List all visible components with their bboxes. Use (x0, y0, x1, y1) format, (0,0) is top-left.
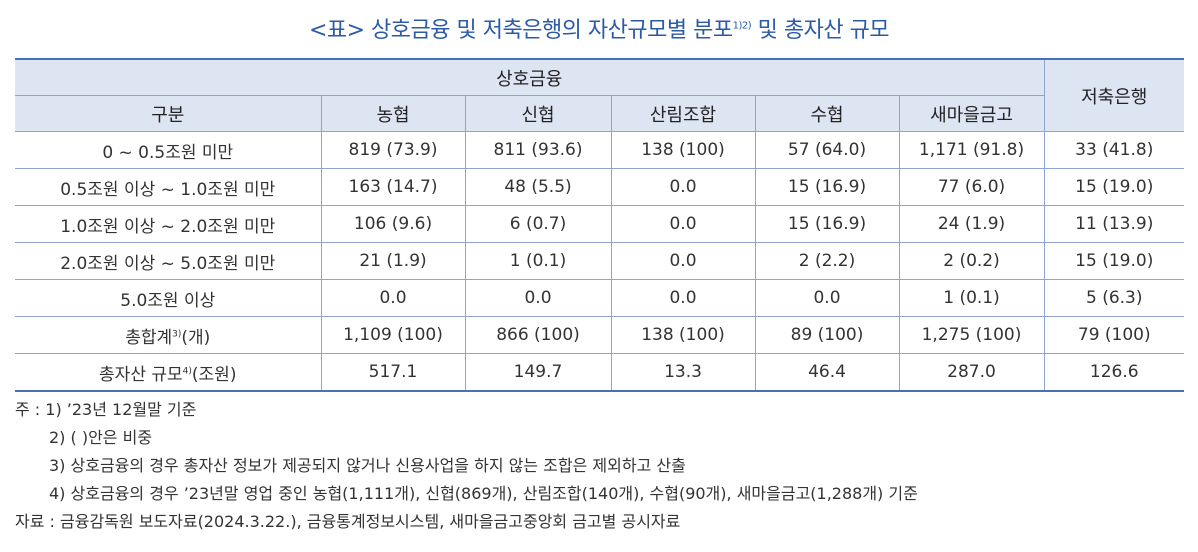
table-row: 0.5조원 이상 ~ 1.0조원 미만 163 (14.7) 48 (5.5) … (15, 168, 1184, 206)
cell: 126.6 (1043, 353, 1184, 392)
cell: 1 (0.1) (898, 279, 1045, 317)
cell: 0.0 (754, 279, 900, 317)
cell: 517.1 (320, 353, 466, 392)
cell: 138 (100) (610, 316, 756, 354)
cell: 819 (73.9) (320, 131, 466, 169)
cell: 24 (1.9) (898, 205, 1045, 243)
cell: 15 (16.9) (754, 168, 900, 206)
cell: 48 (5.5) (464, 168, 612, 206)
cell: 138 (100) (610, 131, 756, 169)
cell: 1,109 (100) (320, 316, 466, 354)
cell: 2 (2.2) (754, 242, 900, 280)
cell: 0.0 (610, 168, 756, 206)
group-header-sanghogeumyung: 상호금융 (15, 58, 1045, 96)
row-label: 0.5조원 이상 ~ 1.0조원 미만 (15, 168, 322, 206)
cell: 46.4 (754, 353, 900, 392)
note-1: 주 : 1) ’23년 12월말 기준 (15, 400, 197, 419)
col-header-category: 구분 (15, 95, 322, 132)
cell: 15 (19.0) (1043, 242, 1184, 280)
cell: 77 (6.0) (898, 168, 1045, 206)
source-note: 자료 : 금융감독원 보도자료(2024.3.22.), 금융통계정보시스템, … (15, 512, 681, 531)
cell: 1 (0.1) (464, 242, 612, 280)
col-header-suhyup: 수협 (754, 95, 900, 132)
cell: 15 (19.0) (1043, 168, 1184, 206)
row-label-total: 총합계3)(개) (15, 316, 322, 354)
note-4: 4) 상호금융의 경우 ’23년말 영업 중인 농협(1,111개), 신협(8… (49, 484, 918, 503)
table-title: <표> 상호금융 및 저축은행의 자산규모별 분포1)2) 및 총자산 규모 (308, 18, 890, 43)
col-header-shinhyup: 신협 (464, 95, 612, 132)
cell: 1,275 (100) (898, 316, 1045, 354)
cell: 1,171 (91.8) (898, 131, 1045, 169)
col-header-saemaul: 새마을금고 (898, 95, 1044, 132)
table-row: 2.0조원 이상 ~ 5.0조원 미만 21 (1.9) 1 (0.1) 0.0… (15, 242, 1184, 280)
col-header-savings-bank: 저축은행 (1043, 58, 1184, 132)
cell: 11 (13.9) (1043, 205, 1184, 243)
cell: 2 (0.2) (898, 242, 1045, 280)
cell: 15 (16.9) (754, 205, 900, 243)
table-row: 0 ~ 0.5조원 미만 819 (73.9) 811 (93.6) 138 (… (15, 131, 1184, 169)
asset-distribution-table: 상호금융 저축은행 구분 농협 신협 산림조합 수협 새마을금고 0 ~ 0.5… (15, 58, 1184, 392)
cell: 0.0 (320, 279, 466, 317)
row-label: 1.0조원 이상 ~ 2.0조원 미만 (15, 205, 322, 243)
cell: 79 (100) (1043, 316, 1184, 354)
cell: 866 (100) (464, 316, 612, 354)
cell: 21 (1.9) (320, 242, 466, 280)
cell: 89 (100) (754, 316, 900, 354)
note-2: 2) ( )안은 비중 (49, 428, 153, 447)
col-header-forestry: 산림조합 (610, 95, 756, 132)
table-row: 1.0조원 이상 ~ 2.0조원 미만 106 (9.6) 6 (0.7) 0.… (15, 205, 1184, 243)
cell: 106 (9.6) (320, 205, 466, 243)
footnotes: 주 : 1) ’23년 12월말 기준 2) ( )안은 비중 3) 상호금융의… (15, 396, 918, 536)
cell: 149.7 (464, 353, 612, 392)
cell: 6 (0.7) (464, 205, 612, 243)
row-label: 5.0조원 이상 (15, 279, 322, 317)
table-row: 5.0조원 이상 0.0 0.0 0.0 0.0 1 (0.1) 5 (6.3) (15, 279, 1184, 317)
cell: 33 (41.8) (1043, 131, 1184, 169)
asset-row: 총자산 규모4)(조원) 517.1 149.7 13.3 46.4 287.0… (15, 353, 1184, 392)
row-label-assets: 총자산 규모4)(조원) (15, 353, 322, 392)
cell: 5 (6.3) (1043, 279, 1184, 317)
cell: 13.3 (610, 353, 756, 392)
cell: 57 (64.0) (754, 131, 900, 169)
cell: 0.0 (464, 279, 612, 317)
cell: 0.0 (610, 242, 756, 280)
total-row: 총합계3)(개) 1,109 (100) 866 (100) 138 (100)… (15, 316, 1184, 354)
cell: 0.0 (610, 205, 756, 243)
row-label: 2.0조원 이상 ~ 5.0조원 미만 (15, 242, 322, 280)
note-3: 3) 상호금융의 경우 총자산 정보가 제공되지 않거나 신용사업을 하지 않는… (49, 456, 686, 475)
cell: 163 (14.7) (320, 168, 466, 206)
col-header-nonghyup: 농협 (320, 95, 466, 132)
cell: 287.0 (898, 353, 1045, 392)
row-label: 0 ~ 0.5조원 미만 (15, 131, 322, 169)
cell: 811 (93.6) (464, 131, 612, 169)
cell: 0.0 (610, 279, 756, 317)
